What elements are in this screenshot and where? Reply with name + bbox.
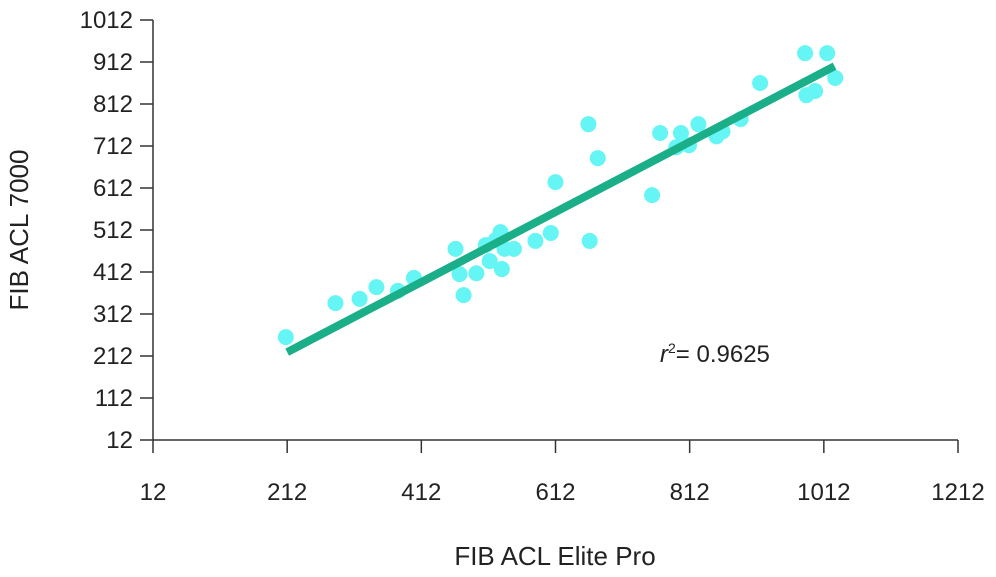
- point: [827, 69, 844, 86]
- annotation: r2= 0.9625: [660, 340, 770, 368]
- y-tick-label: 612: [93, 175, 133, 202]
- point: [455, 287, 472, 304]
- annotation-variable: r: [660, 341, 669, 368]
- x-tick-label: 1212: [931, 479, 984, 506]
- point: [327, 295, 344, 312]
- point: [797, 45, 814, 62]
- x-tick-label: 12: [140, 479, 167, 506]
- y-tick-label: 812: [93, 91, 133, 118]
- y-tick-label: 512: [93, 217, 133, 244]
- point: [468, 265, 485, 282]
- point: [807, 82, 824, 99]
- x-tick-label: 212: [267, 479, 307, 506]
- y-tick-label: 212: [93, 343, 133, 370]
- point: [690, 116, 707, 133]
- point: [644, 187, 661, 204]
- x-tick-label: 812: [670, 479, 710, 506]
- y-axis-title: FIB ACL 7000: [4, 150, 34, 311]
- x-tick-label: 1012: [797, 479, 850, 506]
- point: [368, 279, 385, 296]
- point: [505, 240, 522, 257]
- point: [527, 232, 544, 249]
- point: [752, 75, 769, 91]
- point: [581, 232, 598, 249]
- y-tick-label: 912: [93, 49, 133, 76]
- point: [493, 261, 510, 278]
- fit-line: [285, 62, 837, 356]
- point: [652, 124, 669, 141]
- point: [819, 45, 836, 62]
- point: [351, 290, 368, 307]
- y-tick-label: 312: [93, 301, 133, 328]
- annotation-exponent: 2: [668, 340, 676, 356]
- point: [451, 266, 468, 283]
- y-tick-label: 112: [95, 385, 133, 412]
- y-tick-label: 1012: [80, 7, 133, 34]
- y-tick-label: 412: [93, 259, 133, 286]
- point: [542, 224, 559, 241]
- x-tick-label: 412: [401, 479, 441, 506]
- point: [547, 174, 564, 191]
- point: [580, 116, 597, 133]
- point: [589, 150, 606, 167]
- point: [672, 124, 689, 141]
- y-tick-label: 12: [106, 427, 133, 454]
- point: [481, 253, 498, 270]
- x-axis-title: FIB ACL Elite Pro: [454, 541, 655, 571]
- x-tick-label: 612: [535, 479, 575, 506]
- annotation-text: = 0.9625: [676, 341, 770, 368]
- point: [447, 240, 464, 257]
- y-tick-label: 712: [93, 133, 133, 160]
- point: [277, 329, 294, 346]
